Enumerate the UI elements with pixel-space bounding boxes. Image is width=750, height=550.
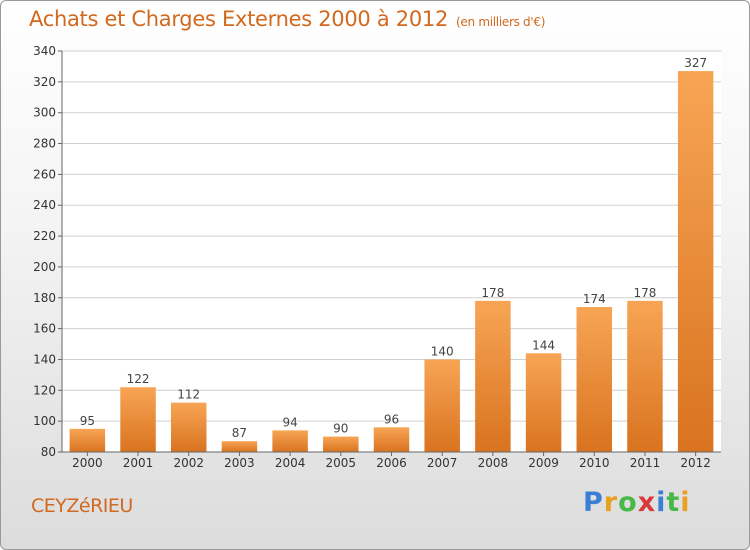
y-tick-label: 160 <box>33 322 56 336</box>
chart-title-text: Achats et Charges Externes 2000 à 2012 <box>29 7 449 31</box>
value-label-2012: 327 <box>684 56 707 70</box>
value-label-2003: 87 <box>232 426 247 440</box>
bar-2003 <box>221 441 258 452</box>
bar-2008 <box>475 300 511 452</box>
labels: 95 122 112 87 94 90 96 140 178 144 174 178 327 <box>80 56 707 440</box>
proxiti-logo: Proxiti <box>583 487 691 518</box>
y-tick-label: 320 <box>33 75 56 89</box>
y-tick-label: 220 <box>33 229 56 243</box>
bar-2011 <box>627 300 663 452</box>
place-name: CEYZéRIEU <box>31 495 133 517</box>
y-tick-label: 340 <box>33 44 56 58</box>
grid-lines <box>62 50 721 453</box>
x-tick-label-2002: 2002 <box>173 456 204 470</box>
value-label-2010: 174 <box>583 292 606 306</box>
chart-title: Achats et Charges Externes 2000 à 2012 (e… <box>29 7 545 31</box>
x-tick-label-2006: 2006 <box>376 456 407 470</box>
chart-subtitle: (en milliers d'€) <box>456 15 546 29</box>
bar-2005 <box>323 436 359 452</box>
bar-2004 <box>272 430 308 452</box>
value-label-2008: 178 <box>481 286 504 300</box>
y-tick-label: 100 <box>33 414 56 428</box>
x-tick-label-2012: 2012 <box>680 456 711 470</box>
value-label-2009: 144 <box>532 338 555 352</box>
y-tick-label: 120 <box>33 383 56 397</box>
x-tick-label-2004: 2004 <box>275 456 306 470</box>
value-label-2006: 96 <box>384 412 399 426</box>
value-label-2002: 112 <box>177 388 200 402</box>
bar-2006 <box>373 427 410 452</box>
value-label-2004: 94 <box>282 415 297 429</box>
y-tick-label: 280 <box>33 137 56 151</box>
y-tick-label: 180 <box>33 291 56 305</box>
y-tick-label: 80 <box>41 445 56 459</box>
x-tick-label-2007: 2007 <box>427 456 458 470</box>
bar-2009 <box>525 353 562 452</box>
value-label-2001: 122 <box>127 372 150 386</box>
bar-2002 <box>170 402 207 452</box>
y-tick-label: 200 <box>33 260 56 274</box>
bar-2010 <box>576 307 613 452</box>
logo-letter: P <box>583 487 604 518</box>
bar-2007 <box>424 359 460 452</box>
value-label-2011: 178 <box>634 286 657 300</box>
bars <box>69 71 714 453</box>
axes: 80 100 120 140 160 180 200 220 240 260 280 300 320 34… <box>33 44 721 470</box>
x-tick-label-2009: 2009 <box>528 456 559 470</box>
bar-2012 <box>677 71 714 453</box>
x-tick-label-2003: 2003 <box>224 456 255 470</box>
y-tick-label: 240 <box>33 198 56 212</box>
x-tick-label-2011: 2011 <box>630 456 661 470</box>
y-tick-label: 260 <box>33 167 56 181</box>
value-label-2007: 140 <box>431 344 454 358</box>
logo-letter: i <box>656 487 667 518</box>
x-tick-label-2010: 2010 <box>579 456 610 470</box>
y-tick-label: 300 <box>33 106 56 120</box>
logo-letter: i <box>680 487 691 518</box>
bar-2001 <box>120 387 156 452</box>
x-tick-label-2005: 2005 <box>326 456 357 470</box>
logo-letter: o <box>618 487 638 518</box>
x-tick-label-2001: 2001 <box>123 456 154 470</box>
logo-letter: r <box>603 487 619 518</box>
value-label-2000: 95 <box>80 414 95 428</box>
x-tick-label-2000: 2000 <box>72 456 103 470</box>
logo-letter: x <box>637 487 657 518</box>
value-label-2005: 90 <box>333 422 348 436</box>
plot-area <box>62 51 721 452</box>
bar-2000 <box>69 428 106 452</box>
logo-letter: t <box>666 487 681 518</box>
x-tick-label-2008: 2008 <box>478 456 509 470</box>
y-tick-label: 140 <box>33 352 56 366</box>
